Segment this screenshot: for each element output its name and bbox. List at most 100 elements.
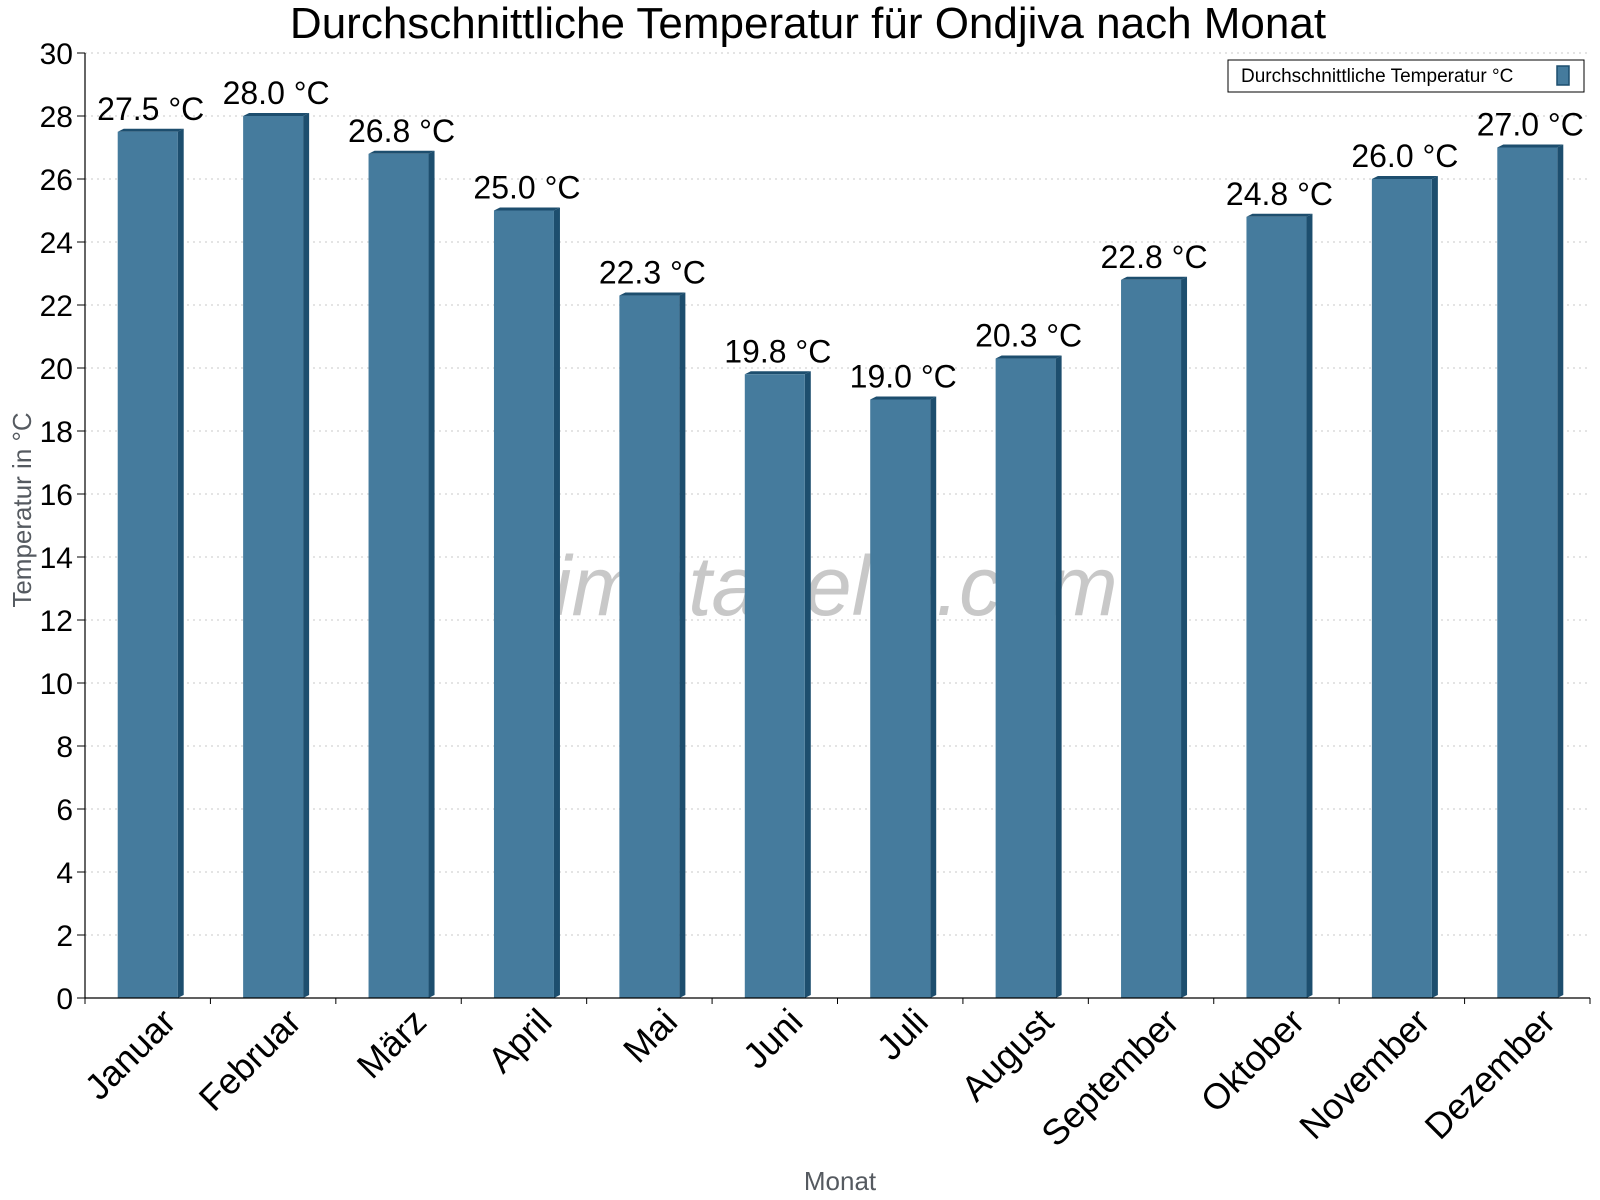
y-axis-title: Temperatur in °C	[7, 412, 37, 607]
bar-front	[1246, 216, 1307, 999]
data-label: 24.8 °C	[1226, 176, 1333, 212]
bar-top	[1497, 144, 1564, 148]
bar-side	[679, 292, 686, 998]
bar-side	[1055, 355, 1062, 998]
bar-mai	[619, 292, 686, 998]
x-tick-label: Februar	[191, 1001, 309, 1119]
bar-side	[1181, 276, 1188, 998]
data-label: 26.0 °C	[1351, 138, 1458, 174]
data-label: 19.8 °C	[724, 333, 831, 369]
legend-label: Durchschnittliche Temperatur °C	[1241, 66, 1513, 87]
data-label: 22.8 °C	[1101, 239, 1208, 275]
y-tick-label: 4	[56, 857, 73, 890]
bar-april	[493, 207, 560, 998]
bar-top	[1246, 213, 1313, 217]
y-tick-label: 0	[56, 983, 73, 1016]
bar-top	[493, 207, 560, 211]
data-label: 26.8 °C	[348, 113, 455, 149]
bar-januar	[117, 128, 184, 998]
x-tick-label: April	[480, 1001, 560, 1081]
data-label: 25.0 °C	[473, 170, 580, 206]
bar-side	[303, 113, 310, 998]
y-tick-label: 26	[40, 164, 73, 197]
bar-top	[117, 128, 184, 132]
bar-front	[995, 358, 1056, 998]
y-tick-label: 14	[40, 542, 73, 575]
gridlines	[85, 52, 1590, 936]
y-tick-label: 24	[40, 227, 73, 260]
y-tick-label: 10	[40, 668, 73, 701]
legend-box	[1227, 59, 1585, 93]
bar-oktober	[1246, 213, 1313, 999]
y-tick-label: 8	[56, 731, 73, 764]
bar-november	[1371, 176, 1438, 998]
bar-side	[177, 128, 184, 998]
y-tick-label: 18	[40, 416, 73, 449]
data-label: 27.5 °C	[97, 91, 204, 127]
bar-märz	[368, 150, 435, 999]
data-label: 22.3 °C	[599, 255, 706, 291]
bar-august	[995, 355, 1062, 998]
legend: Durchschnittliche Temperatur °C	[1227, 59, 1585, 93]
bar-side	[804, 371, 811, 998]
bar-side	[553, 207, 560, 998]
bar-front	[1121, 279, 1182, 998]
bar-side	[1557, 144, 1564, 998]
x-tick-label: Dezember	[1417, 1001, 1563, 1147]
bars	[117, 113, 1564, 999]
data-label: 19.0 °C	[850, 359, 957, 395]
bar-februar	[243, 113, 310, 998]
x-tick-label: Juni	[735, 1001, 811, 1077]
x-tick-label: November	[1291, 1001, 1437, 1147]
bar-juli	[870, 396, 937, 998]
x-tick-label: März	[349, 1001, 435, 1087]
y-tick-label: 20	[40, 353, 73, 386]
bar-front	[1371, 179, 1432, 998]
chart-title: Durchschnittliche Temperatur für Ondjiva…	[290, 0, 1326, 48]
y-tick-label: 6	[56, 794, 73, 827]
bar-side	[1431, 176, 1438, 998]
bar-side	[930, 396, 937, 998]
bar-juni	[744, 371, 811, 998]
bar-front	[744, 374, 805, 998]
bar-top	[995, 355, 1062, 359]
bar-top	[1371, 176, 1438, 179]
x-tick-label: Januar	[77, 1001, 184, 1108]
y-tick-label: 2	[56, 920, 73, 953]
bar-front	[870, 399, 931, 998]
bar-top	[870, 396, 937, 400]
bar-front	[117, 131, 178, 998]
y-tick-label: 30	[40, 38, 73, 71]
data-labels: 27.5 °C 28.0 °C 26.8 °C 25.0 °C 22.3 °C 19.8 …	[97, 75, 1584, 395]
y-tick-label: 28	[40, 101, 73, 134]
bar-side	[1306, 213, 1313, 999]
bar-top	[744, 371, 811, 375]
x-tick-label: Oktober	[1193, 1001, 1313, 1121]
x-tick-label: Juli	[869, 1001, 936, 1068]
bar-front	[368, 153, 429, 999]
x-tick-label: August	[953, 1001, 1061, 1109]
data-label: 27.0 °C	[1477, 107, 1584, 143]
bar-top	[619, 292, 686, 296]
legend-swatch	[1556, 65, 1570, 86]
bar-top	[243, 113, 310, 116]
data-label: 20.3 °C	[975, 318, 1082, 354]
bar-front	[619, 295, 680, 998]
bar-front	[1497, 147, 1558, 998]
x-tick-label: September	[1033, 1001, 1187, 1155]
bar-top	[368, 150, 435, 154]
bar-september	[1121, 276, 1188, 998]
x-tick-label: Mai	[615, 1001, 685, 1071]
bar-dezember	[1497, 144, 1564, 998]
bar-front	[243, 116, 304, 998]
data-label: 28.0 °C	[223, 75, 330, 111]
bar-side	[428, 150, 435, 999]
bar-top	[1121, 276, 1188, 280]
y-tick-label: 22	[40, 290, 73, 323]
y-tick-label: 12	[40, 605, 73, 638]
x-axis-title: Monat	[804, 1166, 877, 1196]
y-tick-label: 16	[40, 479, 73, 512]
bar-front	[493, 210, 554, 998]
